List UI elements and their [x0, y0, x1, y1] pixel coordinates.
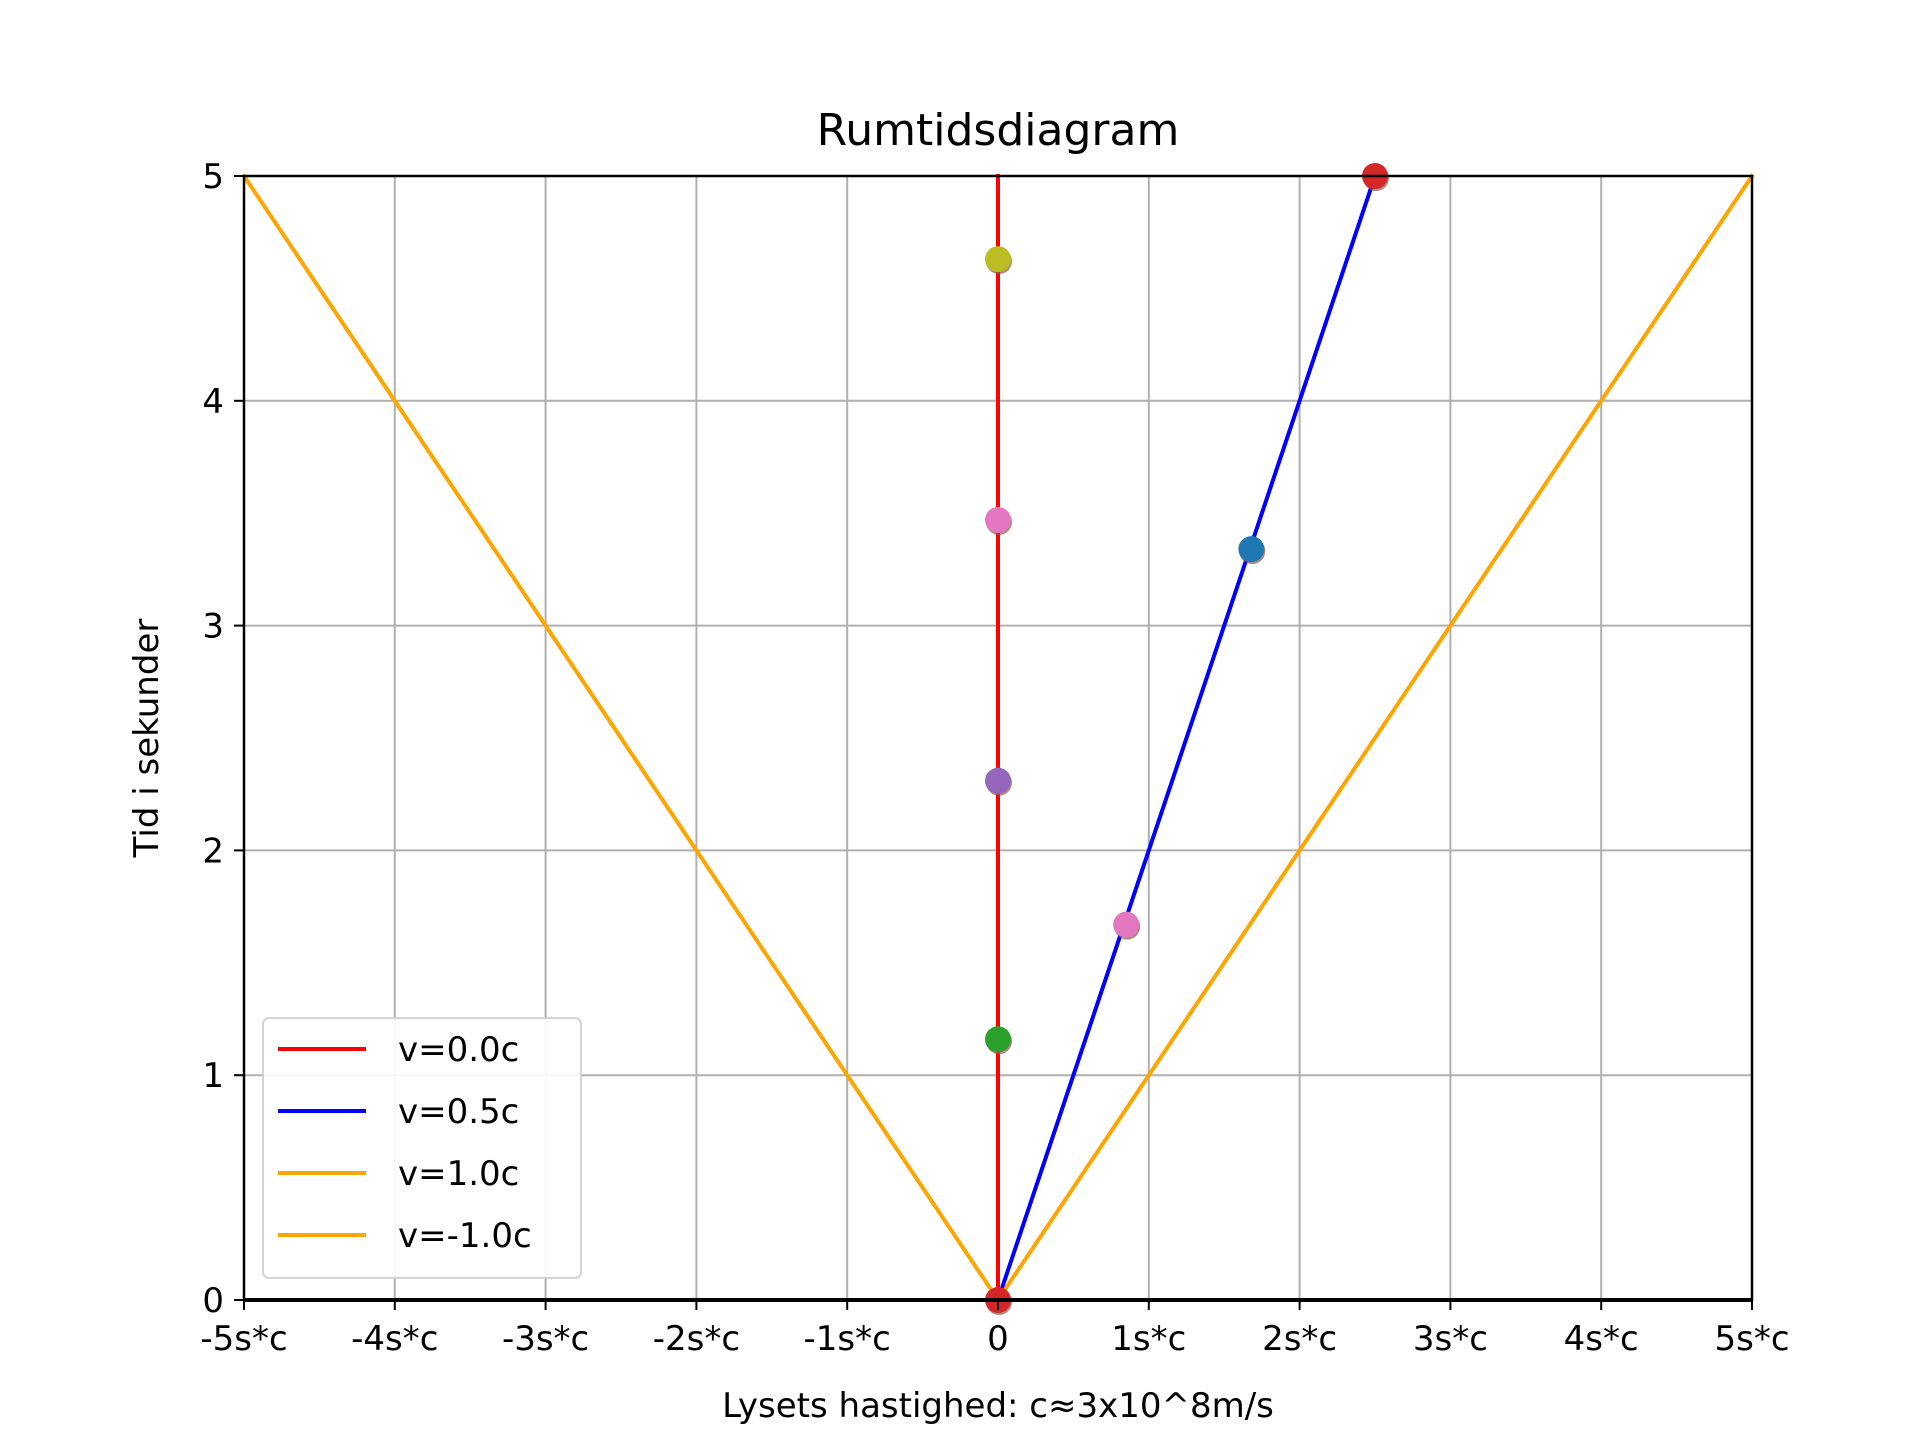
- x-tick-label-9: 4s*c: [1564, 1319, 1639, 1359]
- series-line-1: [995, 173, 1378, 1303]
- legend-label-3: v=-1.0c: [398, 1216, 532, 1256]
- x-tick-label-7: 2s*c: [1262, 1319, 1337, 1359]
- x-tick-label-3: -2s*c: [653, 1319, 740, 1359]
- y-tick-label-5: 5: [202, 157, 224, 197]
- x-tick-label-5: 0: [987, 1319, 1009, 1359]
- y-tick-label-2: 2: [202, 831, 224, 871]
- y-tick-label-0: 0: [202, 1281, 224, 1321]
- legend-box: [262, 1017, 582, 1279]
- data-point-3: [985, 506, 1011, 533]
- legend-label-1: v=0.5c: [398, 1092, 519, 1132]
- chart-title: Rumtidsdiagram: [817, 105, 1180, 156]
- x-tick-label-2: -3s*c: [502, 1319, 589, 1359]
- data-point-2: [985, 767, 1011, 794]
- series-line-2: [995, 173, 1755, 1303]
- x-axis-label: Lysets hastighed: c≈3x10^8m/s: [722, 1386, 1274, 1426]
- data-point-6: [1238, 536, 1265, 563]
- legend-label-2: v=1.0c: [398, 1154, 519, 1194]
- x-tick-label-8: 3s*c: [1413, 1319, 1488, 1359]
- y-axis-label: Tid i sekunder: [127, 619, 167, 859]
- series-line-3: [241, 173, 1001, 1303]
- legend: v=0.0c v=0.5c v=1.0c v=-1.0c: [262, 1017, 582, 1279]
- x-tick-label-1: -4s*c: [351, 1319, 438, 1359]
- x-tick-label-10: 5s*c: [1714, 1319, 1789, 1359]
- data-point-4: [985, 246, 1011, 273]
- y-tick-label-1: 1: [202, 1056, 224, 1096]
- y-tick-label-3: 3: [202, 607, 224, 647]
- data-point-5: [1113, 911, 1140, 938]
- axis-ticks: -5s*c -4s*c -3s*c -2s*c -1s*c 0 1s*c 2s*c 3s*c 4s…: [200, 157, 1789, 1359]
- x-tick-label-0: -5s*c: [200, 1319, 287, 1359]
- data-points: [985, 163, 1389, 1315]
- y-tick-label-4: 4: [202, 382, 224, 422]
- x-tick-label-6: 1s*c: [1111, 1319, 1186, 1359]
- data-point-1: [985, 1026, 1011, 1053]
- legend-label-0: v=0.0c: [398, 1030, 519, 1070]
- x-tick-label-4: -1s*c: [804, 1319, 891, 1359]
- series-lines: [241, 173, 1755, 1303]
